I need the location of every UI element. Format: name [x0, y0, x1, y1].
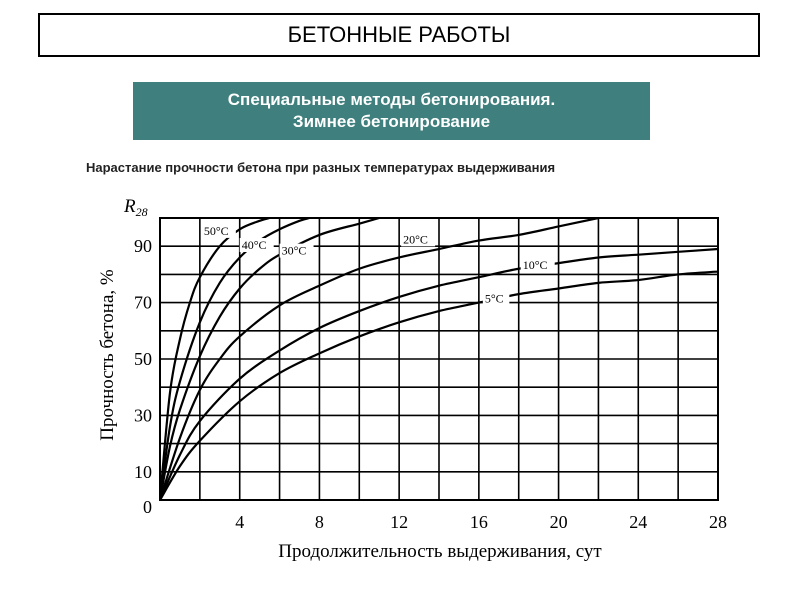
y-tick-label: 90: [134, 236, 152, 256]
curve-label-bg: [520, 257, 555, 272]
y-axis-top-label-r: R: [123, 196, 136, 217]
curve-label-bg: [482, 291, 510, 306]
x-tick-label: 8: [315, 512, 324, 532]
series-line-1: [160, 218, 310, 500]
x-tick-label: 28: [709, 512, 727, 532]
chart-frame: [159, 217, 719, 501]
series-line-3: [160, 218, 599, 500]
curve-label-bg: [201, 223, 236, 238]
chart-ticks: 4 8 12 16 20 24 28 0 10 30 50 70 90: [134, 236, 727, 532]
curve-label-bg: [279, 243, 314, 258]
subtitle-line-1: Специальные методы бетонирования.: [227, 90, 556, 109]
curve-label-bg: [239, 238, 274, 253]
series-line-5: [160, 270, 718, 500]
y-tick-label: 30: [134, 405, 152, 425]
series-line-2: [160, 218, 380, 500]
curve-label-bg: [401, 232, 436, 247]
x-tick-label: 24: [629, 512, 647, 532]
header-title-box: БЕТОННЫЕ РАБОТЫ: [38, 13, 760, 57]
chart-grid: [160, 218, 718, 500]
curve-label-4: 10°C: [523, 258, 548, 272]
subtitle-box: Специальные методы бетонирования. Зимнее…: [133, 82, 650, 140]
y-axis-top-label-sub: 28: [136, 205, 148, 219]
curve-label-1: 40°C: [242, 238, 267, 252]
y-tick-label: 10: [134, 462, 152, 482]
curve-label-3: 20°C: [403, 232, 428, 246]
y-axis-top-label: R28: [123, 196, 148, 219]
x-tick-label: 16: [470, 512, 488, 532]
chart-caption: Нарастание прочности бетона при разных т…: [86, 160, 556, 175]
y-tick-label: 50: [134, 349, 152, 369]
curve-label-5: 5°C: [485, 292, 504, 306]
x-tick-label: 4: [235, 512, 244, 532]
y-axis-label: Прочность бетона, %: [97, 269, 118, 441]
series-line-4: [160, 247, 718, 500]
x-tick-label: 12: [390, 512, 408, 532]
plot-frame: [159, 217, 719, 501]
chart-curve-labels: 50°C 40°C 30°C 20°C 10°C 5°C: [201, 223, 555, 306]
header-title: БЕТОННЫЕ РАБОТЫ: [287, 22, 511, 47]
series-line-0: [160, 218, 270, 500]
chart-series: [160, 218, 718, 500]
x-tick-label: 20: [550, 512, 568, 532]
curve-label-0: 50°C: [204, 224, 229, 238]
subtitle-line-2: Зимнее бетонирование: [292, 112, 491, 131]
y-tick-label: 0: [143, 497, 152, 517]
x-axis-label: Продолжительность выдерживания, сут: [278, 541, 602, 562]
curve-label-2: 30°C: [282, 244, 307, 258]
y-tick-label: 70: [134, 293, 152, 313]
